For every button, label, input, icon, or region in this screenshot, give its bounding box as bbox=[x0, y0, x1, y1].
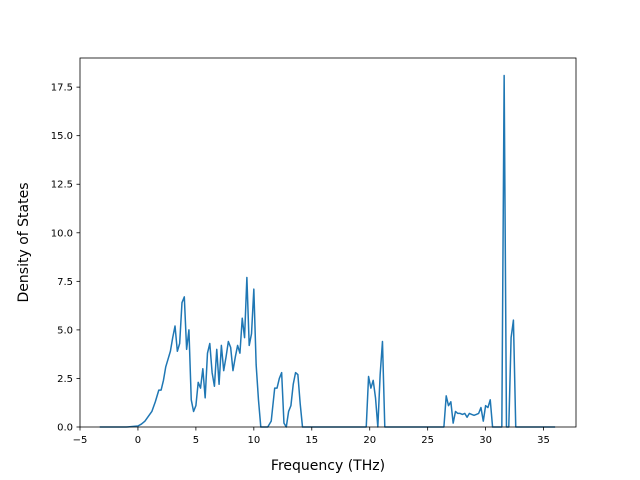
dos-series-line-0 bbox=[99, 74, 556, 428]
x-tick-label: 15 bbox=[305, 435, 318, 446]
x-tick-label: 20 bbox=[363, 435, 376, 446]
x-axis: −5 0 5 10 15 20 25 30 35 bbox=[73, 427, 550, 446]
y-tick-label: 17.5 bbox=[51, 83, 73, 94]
x-tick-label: 30 bbox=[479, 435, 492, 446]
y-tick-label: 12.5 bbox=[51, 180, 73, 191]
x-tick-label: 10 bbox=[247, 435, 260, 446]
x-tick-label: 35 bbox=[537, 435, 550, 446]
x-tick-label: 25 bbox=[421, 435, 434, 446]
x-axis-title: Frequency (THz) bbox=[271, 458, 385, 474]
y-tick-label: 7.5 bbox=[57, 277, 73, 288]
axes-frame bbox=[79, 57, 577, 428]
x-tick-label: 0 bbox=[135, 435, 141, 446]
y-tick-label: 0.0 bbox=[57, 423, 73, 434]
y-tick-label: 10.0 bbox=[51, 228, 73, 239]
y-tick-label: 15.0 bbox=[51, 131, 73, 142]
y-tick-label: 5.0 bbox=[57, 325, 73, 336]
x-tick-label: −5 bbox=[73, 435, 88, 446]
x-tick-label: 5 bbox=[193, 435, 199, 446]
y-tick-label: 2.5 bbox=[57, 374, 73, 385]
y-axis: 0.0 2.5 5.0 7.5 10.0 12.5 15.0 17.5 bbox=[51, 83, 80, 434]
plot-area bbox=[99, 74, 556, 428]
y-axis-title: Density of States bbox=[16, 183, 32, 303]
